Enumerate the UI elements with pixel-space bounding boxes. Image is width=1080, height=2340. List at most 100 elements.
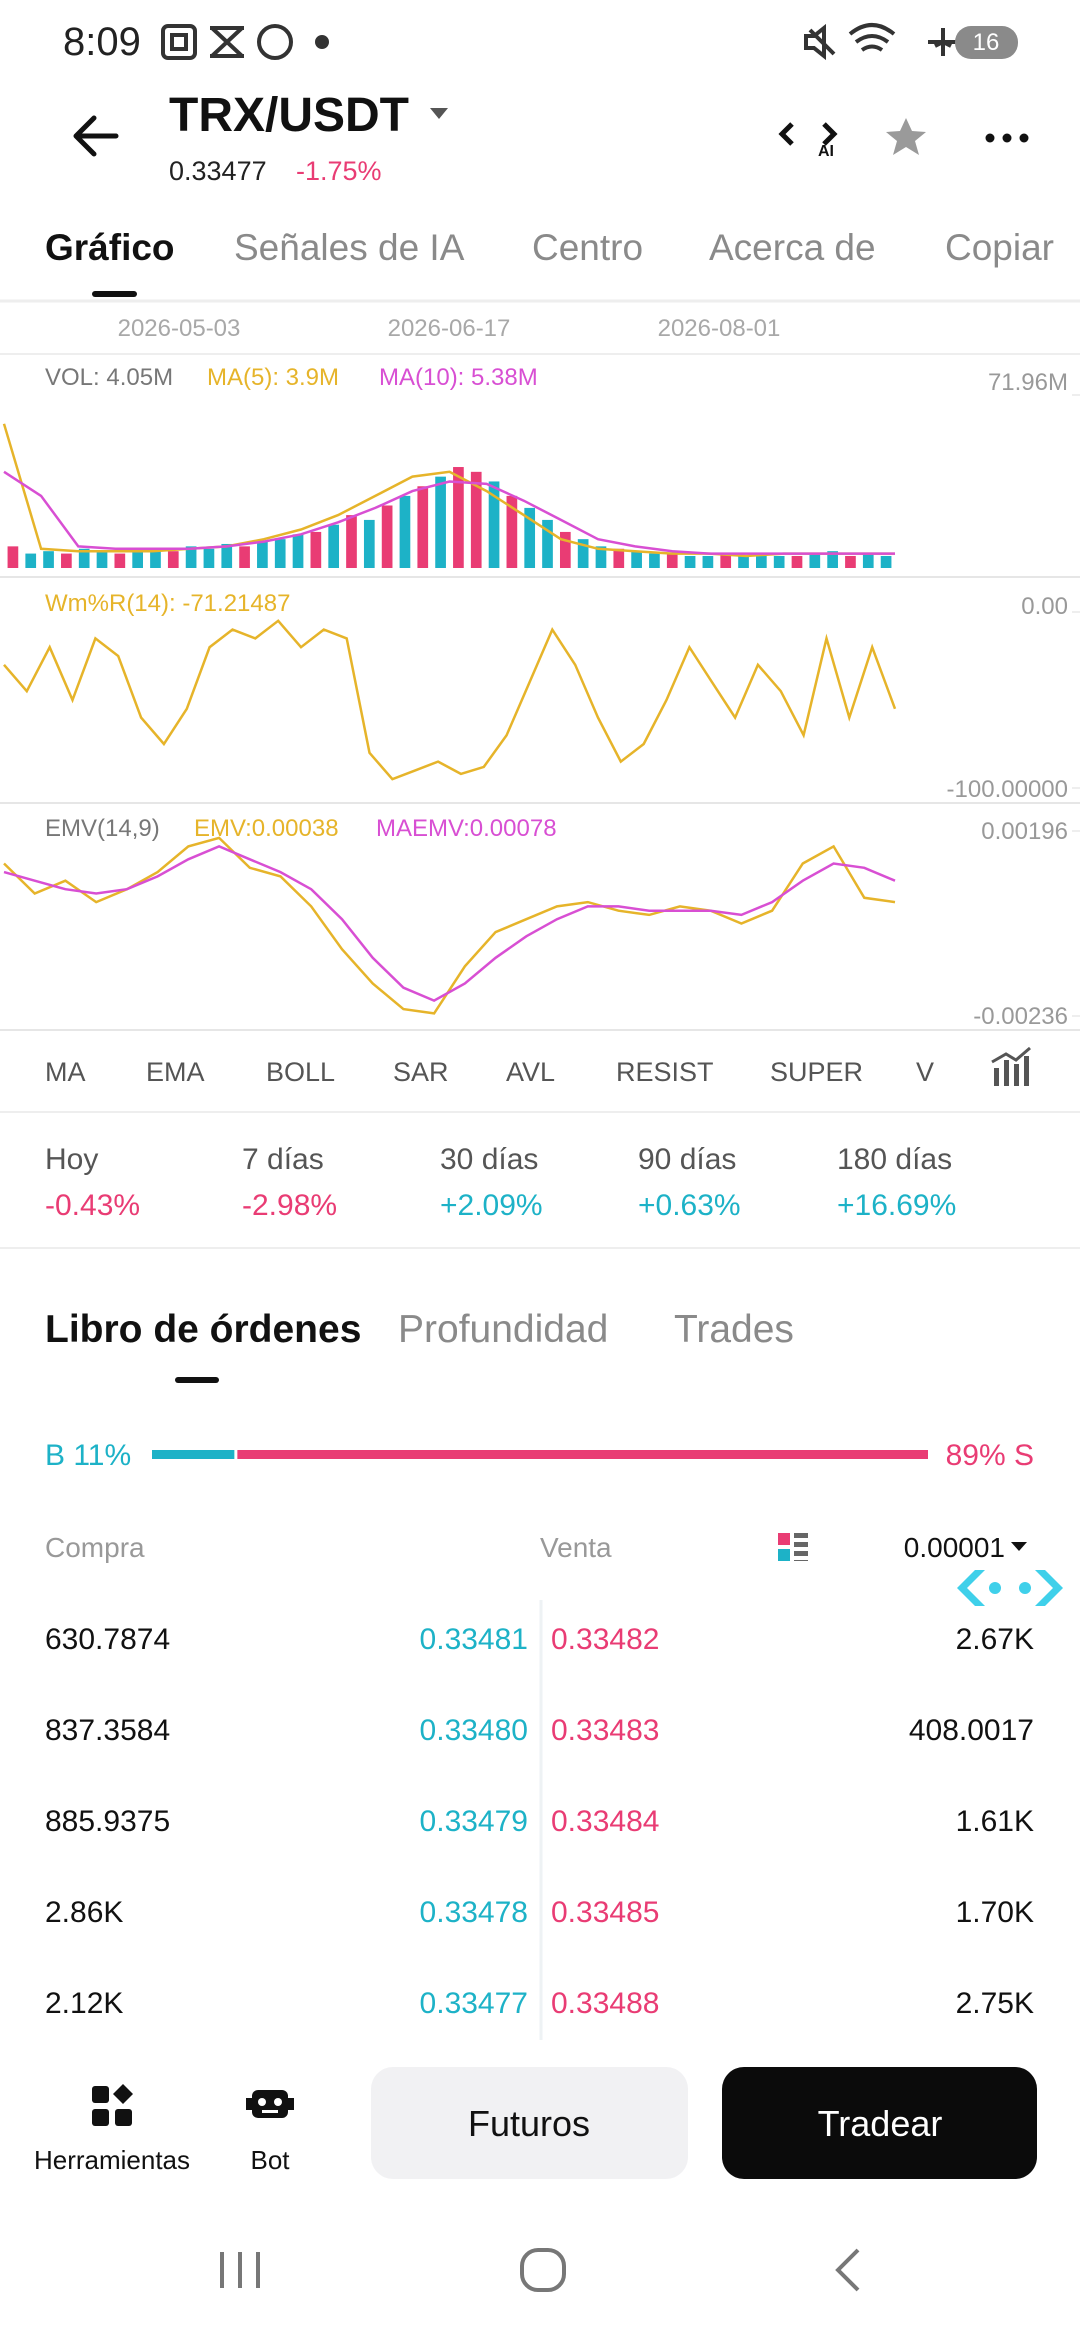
volume-bar — [292, 534, 304, 568]
period-label: 180 días — [837, 1142, 953, 1176]
volume-bar — [363, 519, 375, 568]
volume-bar — [43, 551, 54, 568]
volume-bar — [809, 553, 821, 568]
ask-price: 0.33482 — [551, 1622, 660, 1656]
ma5-line — [2, 423, 895, 558]
indicator-tab[interactable]: MA — [45, 1057, 86, 1088]
order-book-tab[interactable]: Libro de órdenes — [45, 1307, 362, 1351]
nav-back[interactable] — [835, 2248, 860, 2292]
period-change: -2.98% — [242, 1188, 338, 1222]
volume-bar — [257, 541, 268, 568]
futures-button[interactable] — [371, 2067, 688, 2179]
y-tick-label: -0.00236 — [973, 1002, 1068, 1030]
indicator-tab[interactable]: RESIST — [616, 1057, 714, 1088]
precision-select[interactable]: 0.00001 — [903, 1531, 1005, 1563]
volume-bar — [577, 539, 589, 568]
tools-label[interactable]: Herramientas — [33, 2144, 191, 2175]
bid-price: 0.33478 — [419, 1895, 528, 1929]
bid-amount: 885.9375 — [45, 1804, 171, 1838]
ask-amount: 1.70K — [955, 1895, 1034, 1929]
indicator-tab[interactable]: SAR — [393, 1057, 449, 1088]
indicator-tab[interactable]: V — [916, 1058, 934, 1088]
volume-bar — [185, 546, 197, 568]
layout-icon[interactable] — [778, 1533, 808, 1561]
volume-bar — [96, 551, 108, 568]
precision-dropdown-icon[interactable] — [1011, 1542, 1027, 1551]
indicator-tab[interactable]: EMA — [146, 1057, 205, 1088]
order-book-tab[interactable]: Profundidad — [398, 1307, 609, 1351]
favorite-icon[interactable] — [886, 118, 926, 155]
back-icon[interactable] — [73, 115, 119, 157]
tools-icon[interactable] — [92, 2084, 133, 2126]
indicator-settings-icon[interactable] — [991, 1046, 1031, 1086]
buy-ratio-bar — [152, 1450, 235, 1459]
volume-bar — [684, 555, 696, 568]
volume-bar — [114, 553, 126, 568]
volume-bar — [542, 519, 553, 568]
period-label: 7 días — [242, 1142, 324, 1176]
volume-bar — [880, 555, 892, 568]
y-tick-label: 0.00196 — [981, 817, 1068, 845]
nav-home[interactable] — [520, 2248, 566, 2292]
volume-bar — [399, 495, 411, 568]
maemv-line — [3, 845, 896, 1002]
tab[interactable]: Copiar — [945, 226, 1054, 268]
ma5-label: MA(5): 3.9M — [207, 363, 340, 391]
ask-amount: 408.0017 — [908, 1713, 1034, 1747]
pair-title[interactable]: TRX/USDT — [169, 88, 409, 142]
indicator-tab[interactable]: AVL — [506, 1057, 556, 1088]
nav-recents[interactable] — [220, 2252, 260, 2288]
ask-price: 0.33483 — [551, 1713, 660, 1747]
ask-price: 0.33485 — [551, 1895, 660, 1929]
floating-bot-icon[interactable] — [957, 1570, 1063, 1606]
last-price: 0.33477 — [169, 156, 267, 187]
battery-level: 16 — [972, 28, 1000, 56]
order-book-tab[interactable]: Trades — [674, 1307, 794, 1351]
wr-line — [3, 619, 897, 781]
bid-amount: 837.3584 — [45, 1713, 171, 1747]
volume-bar — [328, 524, 340, 568]
emv-line — [3, 836, 896, 1015]
indicator-tab[interactable]: BOLL — [266, 1057, 336, 1088]
ask-amount: 2.75K — [955, 1986, 1034, 2020]
volume-bar — [7, 546, 19, 568]
indicator-tab[interactable]: SUPER — [770, 1057, 864, 1088]
volume-bar — [310, 531, 322, 568]
volume-bar — [435, 476, 446, 568]
y-tick-label: -100.00000 — [946, 775, 1068, 803]
period-label: Hoy — [45, 1142, 99, 1176]
more-icon[interactable] — [985, 133, 1029, 143]
volume-bar — [381, 505, 393, 568]
pair-dropdown-icon[interactable] — [430, 108, 448, 119]
volume-bar — [221, 543, 233, 568]
period-change: -0.43% — [45, 1188, 141, 1222]
price-change: -1.75% — [296, 156, 382, 187]
volume-bar — [78, 548, 90, 568]
trade-label[interactable]: Tradear — [817, 2103, 943, 2145]
nav-bar — [220, 2248, 860, 2292]
ai-icon[interactable]: AI — [778, 122, 838, 160]
ma10-label: MA(10): 5.38M — [379, 363, 538, 391]
bot-icon[interactable] — [246, 2090, 294, 2118]
volume-bar — [61, 553, 72, 568]
volume-bar — [470, 471, 482, 568]
volume-bar — [845, 555, 856, 568]
tab[interactable]: Gráfico — [45, 226, 175, 268]
tab-indicator — [175, 1377, 219, 1383]
date-label: 2026-05-03 — [117, 314, 241, 342]
futures-label[interactable]: Futuros — [467, 2103, 591, 2145]
column-header: Venta — [540, 1531, 612, 1563]
tab[interactable]: Acerca de — [709, 226, 876, 268]
bot-label[interactable]: Bot — [250, 2144, 290, 2175]
ma10-line — [3, 470, 895, 555]
volume-bar — [346, 515, 357, 568]
trade-button[interactable] — [722, 2067, 1037, 2179]
volume-bar — [720, 553, 732, 568]
bid-price: 0.33481 — [419, 1622, 528, 1656]
volume-bar — [791, 555, 803, 568]
date-label: 2026-06-17 — [387, 314, 511, 342]
volume-bar — [559, 531, 571, 568]
date-label: 2026-08-01 — [657, 314, 781, 342]
tab[interactable]: Centro — [532, 226, 644, 268]
tab[interactable]: Señales de IA — [234, 226, 465, 268]
